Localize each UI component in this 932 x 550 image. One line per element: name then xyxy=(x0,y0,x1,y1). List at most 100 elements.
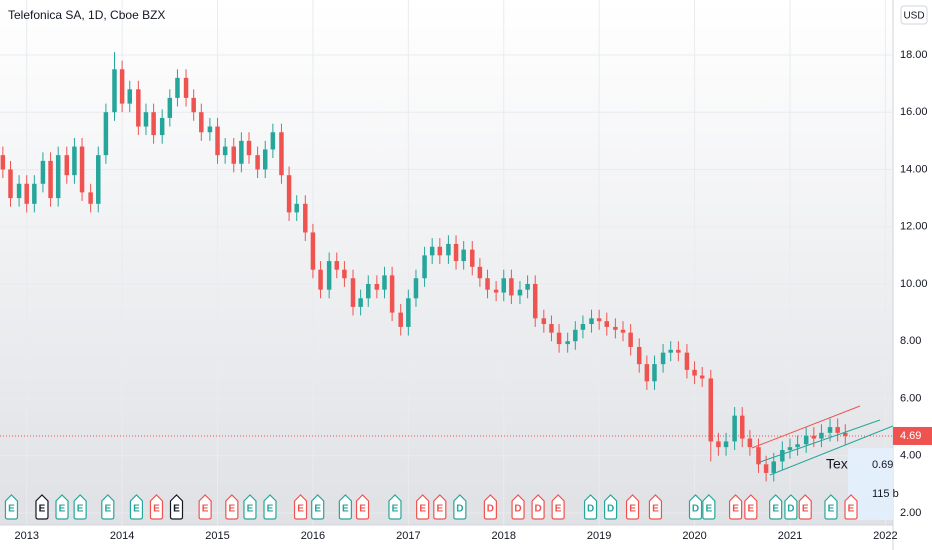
x-tick-label: 2021 xyxy=(778,530,802,542)
candle-body xyxy=(255,155,260,170)
price-tag-label: 4.69 xyxy=(900,430,921,442)
candle-body xyxy=(429,246,435,256)
event-pin xyxy=(551,494,565,520)
candle-body xyxy=(239,140,244,164)
event-label: D xyxy=(534,504,541,515)
event-label: E xyxy=(104,504,111,515)
event-flag: E xyxy=(169,494,184,520)
event-flag: E xyxy=(338,494,352,520)
candle-body xyxy=(573,329,578,342)
chart-title: Telefonica SA, 1D, Cboe BZX xyxy=(8,8,165,22)
candle-body xyxy=(159,117,165,136)
event-label: E xyxy=(419,504,426,515)
event-pin xyxy=(603,494,618,520)
event-label: D xyxy=(587,504,594,515)
event-label: E xyxy=(392,504,399,515)
candle-body xyxy=(668,349,673,353)
event-flag: E xyxy=(824,494,838,520)
candle-body xyxy=(525,283,530,290)
event-pin xyxy=(433,494,447,520)
event-pin xyxy=(311,494,325,520)
candle-body xyxy=(231,146,236,164)
candle-body xyxy=(422,255,427,279)
measure-label: 0.69 xyxy=(872,459,893,471)
x-tick-label: 2019 xyxy=(587,530,611,542)
x-tick-label: 2014 xyxy=(110,530,134,542)
y-tick-label: 6.00 xyxy=(900,392,921,404)
event-pin xyxy=(198,494,212,520)
plot-background xyxy=(0,0,893,525)
candle-body xyxy=(676,349,681,353)
candle-body xyxy=(819,432,824,439)
text-note: Tex xyxy=(826,456,848,472)
event-pin xyxy=(648,494,663,520)
candle-body xyxy=(636,346,642,365)
candle-body xyxy=(652,364,657,382)
event-label: D xyxy=(514,504,521,515)
unit-box xyxy=(900,5,928,25)
event-flag: E xyxy=(4,494,19,520)
candle-body xyxy=(326,261,332,290)
event-flag: E xyxy=(728,494,743,520)
event-label: D xyxy=(692,504,699,515)
event-pin xyxy=(388,494,402,520)
event-label: E xyxy=(436,504,443,515)
y-tick-label: 4.00 xyxy=(900,450,921,462)
event-label: E xyxy=(267,504,274,515)
candle-body xyxy=(699,375,705,379)
event-label: E xyxy=(202,504,209,515)
candle-body xyxy=(358,298,363,307)
event-pin xyxy=(483,494,497,520)
candle-body xyxy=(716,441,721,448)
candle-body xyxy=(493,289,499,293)
candle-body xyxy=(286,175,292,213)
candle-body xyxy=(55,155,61,199)
event-pin xyxy=(416,494,430,520)
event-flag: D xyxy=(531,494,545,520)
event-pin xyxy=(293,494,308,520)
event-label: E xyxy=(173,504,180,515)
candle-body xyxy=(303,203,308,233)
candle-body xyxy=(509,278,514,296)
candle-body xyxy=(660,352,666,365)
candle-body xyxy=(461,249,466,262)
candle-body xyxy=(477,266,483,279)
event-flag: D xyxy=(511,494,525,520)
event-label: D xyxy=(487,504,494,515)
candle-body xyxy=(644,364,650,382)
event-label: E xyxy=(229,504,236,515)
time-axis xyxy=(0,525,893,550)
event-pin xyxy=(798,494,812,520)
y-tick-label: 10.00 xyxy=(900,278,928,290)
x-tick-label: 2018 xyxy=(492,530,516,542)
event-pin xyxy=(531,494,545,520)
candle-body xyxy=(112,69,117,113)
event-flag: E xyxy=(702,494,716,520)
channel-line xyxy=(769,425,894,476)
y-tick-label: 2.00 xyxy=(900,507,921,519)
event-pin xyxy=(824,494,838,520)
event-label: E xyxy=(555,504,562,515)
event-label: E xyxy=(342,504,349,515)
event-label: E xyxy=(39,504,46,515)
y-tick-label: 8.00 xyxy=(900,335,921,347)
event-flag: E xyxy=(225,494,239,520)
candle-body xyxy=(32,183,37,204)
event-pin xyxy=(4,494,19,520)
event-pin xyxy=(744,494,758,520)
event-flag: E xyxy=(263,494,277,520)
candle-body xyxy=(843,432,848,436)
candle-body xyxy=(549,324,554,333)
event-label: E xyxy=(8,504,15,515)
event-flag: E xyxy=(551,494,565,520)
event-flag: E xyxy=(198,494,212,520)
event-flag: E xyxy=(311,494,325,520)
event-flag: D xyxy=(483,494,497,520)
event-label: E xyxy=(848,504,855,515)
candle-body xyxy=(310,232,316,270)
candle-body xyxy=(406,298,411,327)
unit-label: USD xyxy=(903,11,924,22)
candle-body xyxy=(96,155,101,204)
x-tick-label: 2013 xyxy=(14,530,38,542)
